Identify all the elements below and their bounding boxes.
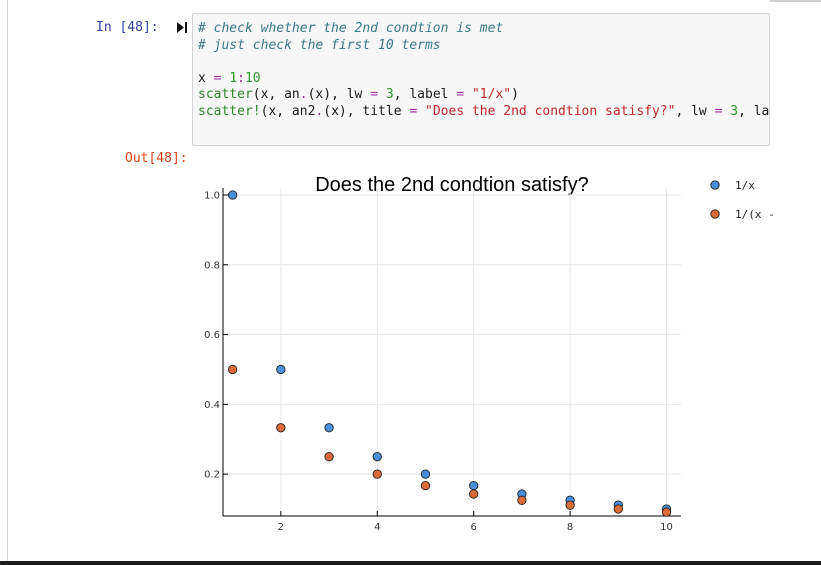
window-bottom-bar bbox=[0, 561, 821, 565]
notebook-top-border bbox=[770, 0, 821, 2]
code-line-4: x = 1:10 bbox=[198, 70, 261, 86]
data-points bbox=[227, 190, 672, 517]
x-tick-label: 10 bbox=[660, 522, 673, 533]
y-tick-label: 0.8 bbox=[204, 260, 220, 271]
data-point bbox=[420, 469, 431, 479]
data-point bbox=[372, 452, 382, 462]
data-point bbox=[613, 504, 623, 514]
run-cell-icon[interactable] bbox=[176, 21, 188, 34]
code-line-5: scatter(x, an.(x), lw = 3, label = "1/x"… bbox=[198, 87, 519, 103]
plot-title: Does the 2nd condtion satisfy? bbox=[315, 174, 589, 196]
data-point bbox=[420, 480, 431, 491]
output-prompt: Out[48]: bbox=[125, 151, 188, 166]
legend-label: 1/(x - bbox=[735, 208, 775, 221]
input-prompt: In [48]: bbox=[96, 20, 159, 35]
legend: 1/x 1/(x - bbox=[710, 179, 775, 221]
data-point bbox=[227, 190, 238, 200]
data-point bbox=[324, 452, 334, 462]
y-tick-label: 0.2 bbox=[204, 470, 220, 481]
data-point bbox=[276, 364, 286, 375]
code-line-2: # just check the first 10 terms bbox=[198, 37, 441, 53]
data-point bbox=[469, 480, 479, 491]
x-tick-label: 8 bbox=[567, 522, 573, 533]
data-point bbox=[661, 507, 672, 517]
y-tick-label: 0.4 bbox=[204, 400, 220, 411]
legend-label: 1/x bbox=[735, 179, 755, 192]
x-tick-label: 2 bbox=[278, 522, 284, 533]
data-point bbox=[324, 423, 334, 433]
y-tick-label: 0.6 bbox=[204, 330, 220, 341]
code-text: # check whether the 2nd condtion is met … bbox=[198, 21, 770, 121]
data-point bbox=[469, 489, 479, 499]
data-point bbox=[227, 364, 238, 375]
x-tick-label: 4 bbox=[374, 522, 380, 533]
code-line-1: # check whether the 2nd condtion is met bbox=[198, 21, 504, 36]
data-point bbox=[276, 423, 286, 433]
code-line-6: scatter!(x, an2.(x), title = "Does the 2… bbox=[198, 103, 770, 119]
legend-marker bbox=[710, 209, 720, 219]
data-point bbox=[517, 495, 527, 505]
x-tick-label: 6 bbox=[471, 522, 477, 533]
legend-marker bbox=[710, 180, 720, 190]
axes: 2 4 6 8 10 0.2 0.4 0.6 0.8 1.0 bbox=[204, 188, 681, 533]
scatter-plot: Does the 2nd condtion satisfy? 2 4 6 8 10 0.2… bbox=[204, 174, 775, 533]
y-tick-label: 1.0 bbox=[204, 190, 220, 201]
notebook-left-border bbox=[7, 0, 8, 565]
grid bbox=[223, 188, 681, 516]
data-point bbox=[372, 469, 382, 479]
data-point bbox=[565, 500, 575, 510]
code-cell-editor[interactable]: # check whether the 2nd condtion is met … bbox=[192, 13, 770, 146]
